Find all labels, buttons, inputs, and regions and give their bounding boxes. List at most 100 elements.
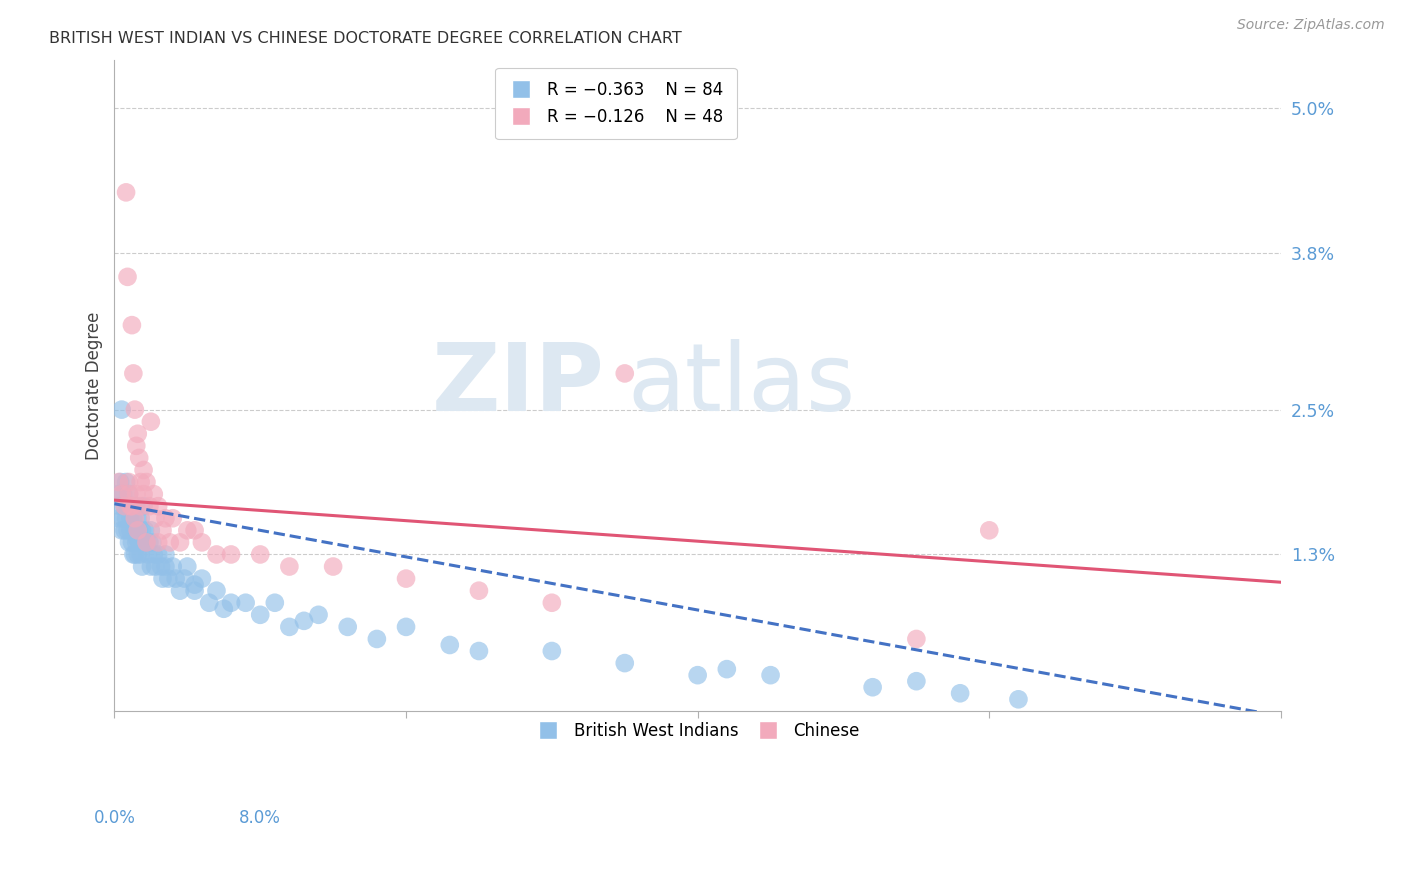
Point xyxy=(146,499,169,513)
Point xyxy=(111,402,134,417)
Point xyxy=(134,524,156,538)
Point xyxy=(131,524,153,538)
Point xyxy=(183,524,205,538)
Point xyxy=(143,559,166,574)
Point xyxy=(235,596,257,610)
Point xyxy=(127,511,149,525)
Point xyxy=(125,439,148,453)
Point xyxy=(395,620,418,634)
Point xyxy=(111,524,134,538)
Point xyxy=(176,559,198,574)
Point xyxy=(117,499,139,513)
Point xyxy=(120,499,142,513)
Y-axis label: Doctorate Degree: Doctorate Degree xyxy=(86,311,103,459)
Point xyxy=(136,548,159,562)
Point xyxy=(165,572,187,586)
Point xyxy=(395,572,418,586)
Point xyxy=(205,548,228,562)
Point xyxy=(152,572,174,586)
Point xyxy=(124,402,146,417)
Text: atlas: atlas xyxy=(627,340,856,432)
Point xyxy=(150,559,173,574)
Point xyxy=(219,548,242,562)
Point xyxy=(249,548,271,562)
Point xyxy=(107,511,129,525)
Point xyxy=(117,524,139,538)
Point xyxy=(183,583,205,598)
Legend: British West Indians, Chinese: British West Indians, Chinese xyxy=(524,711,872,752)
Point xyxy=(132,487,155,501)
Point xyxy=(141,535,163,549)
Point xyxy=(198,596,221,610)
Point xyxy=(212,601,235,615)
Point xyxy=(169,583,191,598)
Point xyxy=(128,450,150,465)
Text: BRITISH WEST INDIAN VS CHINESE DOCTORATE DEGREE CORRELATION CHART: BRITISH WEST INDIAN VS CHINESE DOCTORATE… xyxy=(49,31,682,46)
Point xyxy=(336,620,359,634)
Point xyxy=(468,644,491,658)
Point xyxy=(439,638,461,652)
Point xyxy=(191,572,214,586)
Point xyxy=(122,548,145,562)
Point xyxy=(308,607,330,622)
Point xyxy=(107,475,129,489)
Point xyxy=(146,548,169,562)
Point xyxy=(540,596,562,610)
Point xyxy=(129,475,152,489)
Point xyxy=(278,559,301,574)
Point xyxy=(263,596,285,610)
Text: 0.0%: 0.0% xyxy=(93,809,135,827)
Point xyxy=(613,367,636,381)
Point xyxy=(162,511,184,525)
Point xyxy=(146,535,169,549)
Point xyxy=(124,548,146,562)
Point xyxy=(127,524,149,538)
Point xyxy=(249,607,271,622)
Point xyxy=(278,620,301,634)
Point xyxy=(292,614,315,628)
Point xyxy=(173,572,195,586)
Point xyxy=(128,535,150,549)
Text: ZIP: ZIP xyxy=(432,340,605,432)
Point xyxy=(159,535,181,549)
Point xyxy=(138,535,160,549)
Point xyxy=(142,548,165,562)
Point xyxy=(125,535,148,549)
Point xyxy=(127,548,149,562)
Point xyxy=(468,583,491,598)
Point xyxy=(112,487,135,501)
Point xyxy=(121,499,143,513)
Point xyxy=(105,487,128,501)
Point xyxy=(115,475,138,489)
Point xyxy=(191,535,214,549)
Point xyxy=(322,559,344,574)
Point xyxy=(152,524,174,538)
Point xyxy=(114,524,136,538)
Point xyxy=(127,426,149,441)
Point xyxy=(139,415,162,429)
Point xyxy=(124,524,146,538)
Point xyxy=(716,662,738,676)
Point xyxy=(905,632,928,646)
Point xyxy=(112,511,135,525)
Point xyxy=(157,572,180,586)
Point xyxy=(117,269,139,284)
Point xyxy=(183,577,205,591)
Point xyxy=(125,499,148,513)
Point xyxy=(132,463,155,477)
Point xyxy=(613,656,636,670)
Point xyxy=(759,668,782,682)
Point xyxy=(138,499,160,513)
Point xyxy=(135,535,157,549)
Point xyxy=(115,186,138,200)
Point xyxy=(155,511,177,525)
Point xyxy=(129,511,152,525)
Point xyxy=(118,487,141,501)
Point xyxy=(135,475,157,489)
Point xyxy=(139,559,162,574)
Point xyxy=(686,668,709,682)
Point xyxy=(862,680,884,694)
Point xyxy=(143,511,166,525)
Point xyxy=(142,487,165,501)
Point xyxy=(366,632,388,646)
